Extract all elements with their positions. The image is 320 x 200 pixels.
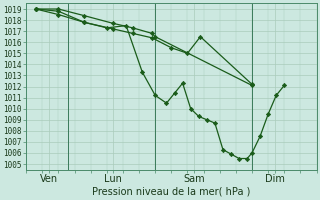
X-axis label: Pression niveau de la mer( hPa ): Pression niveau de la mer( hPa ) (92, 187, 251, 197)
